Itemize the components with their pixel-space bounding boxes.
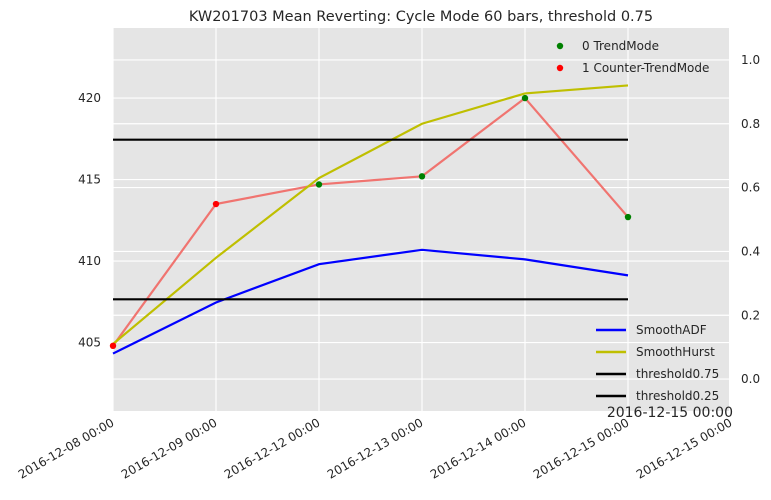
corner-date-label: 2016-12-15 00:00: [607, 405, 733, 421]
x-tick-label: 2016-12-08 00:00: [16, 415, 117, 481]
right-tick-label: 1.0: [741, 53, 760, 67]
mode-marker: [315, 181, 323, 188]
right-tick-label: 0.8: [741, 117, 760, 131]
series-line-smoothhurst: [112, 84, 629, 345]
x-tick-label: 2016-12-12 00:00: [222, 415, 323, 481]
left-tick-label: 410: [78, 254, 101, 268]
legend-label: threshold0.75: [636, 367, 719, 381]
right-tick-label: 0.6: [741, 181, 760, 195]
legend-marker: [556, 42, 564, 50]
price-line: [112, 96, 629, 347]
x-axis-ticks: 2016-12-08 00:00 2016-12-09 00:00 2016-12-…: [16, 415, 735, 481]
x-tick-label: 2016-12-13 00:00: [325, 415, 426, 481]
mode-marker: [212, 200, 220, 208]
right-axis-ticks: 0.0 0.2 0.4 0.6 0.8 1.0: [741, 53, 760, 386]
right-tick-label: 0.0: [741, 372, 760, 386]
x-tick-label: 2016-12-14 00:00: [428, 415, 529, 481]
left-tick-label: 405: [78, 336, 101, 350]
left-axis-ticks: 405 410 415 420: [78, 91, 101, 349]
left-tick-label: 420: [78, 91, 101, 105]
chart-title: KW201703 Mean Reverting: Cycle Mode 60 b…: [189, 9, 653, 25]
mode-marker: [109, 342, 117, 350]
legend-label: threshold0.25: [636, 389, 719, 403]
mode-marker: [521, 94, 529, 102]
series-line-smoothadf: [112, 248, 629, 355]
right-tick-label: 0.2: [741, 308, 760, 322]
right-tick-label: 0.4: [741, 244, 760, 258]
legend-marker: [556, 64, 564, 72]
legend-label: SmoothHurst: [636, 345, 715, 359]
x-tick-label: 2016-12-15 00:00: [634, 415, 735, 481]
x-tick-label: 2016-12-15 00:00: [531, 415, 632, 481]
grid: [112, 28, 732, 411]
left-tick-label: 415: [78, 173, 101, 187]
legend-mode: 0 TrendMode 1 Counter-TrendMode: [556, 39, 709, 75]
legend-label: 1 Counter-TrendMode: [582, 61, 709, 75]
series-layer: [112, 84, 629, 355]
mode-marker: [418, 173, 426, 180]
legend-label: 0 TrendMode: [582, 39, 659, 53]
mode-marker: [624, 213, 632, 221]
x-tick-label: 2016-12-09 00:00: [119, 415, 220, 481]
mode-markers: [109, 94, 632, 350]
legend-series: SmoothADF SmoothHurst threshold0.75 thresho…: [596, 323, 719, 403]
legend-label: SmoothADF: [636, 323, 707, 337]
